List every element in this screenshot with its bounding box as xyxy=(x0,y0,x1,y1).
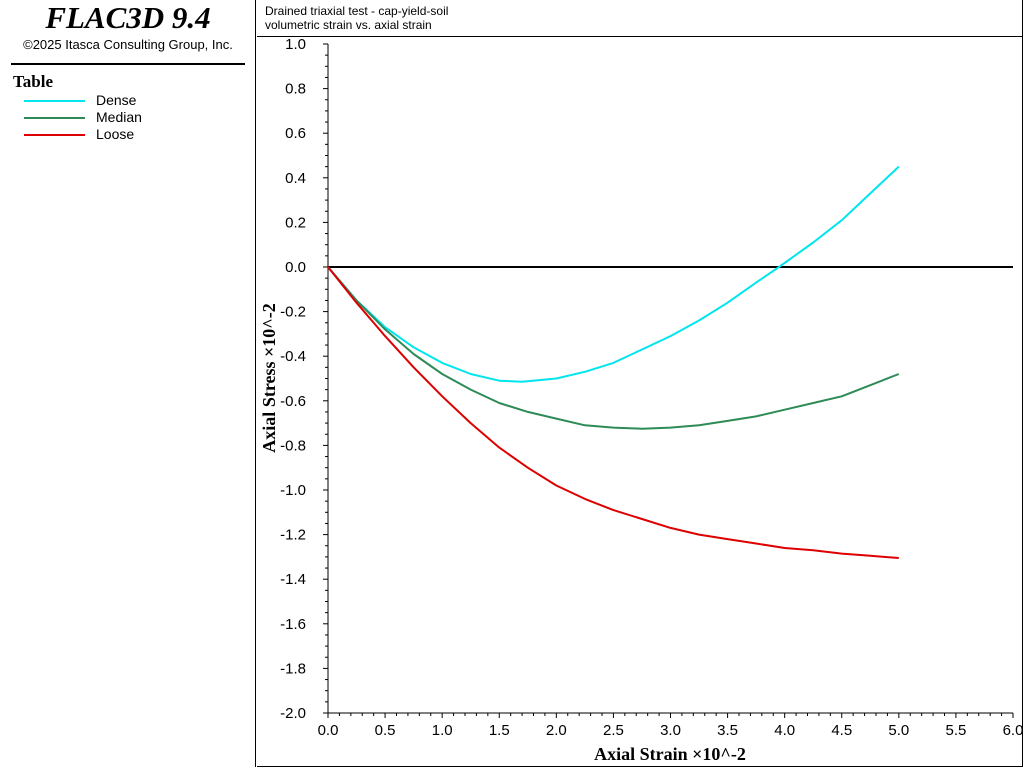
legend-item-median[interactable]: Median xyxy=(24,109,244,126)
legend-label-dense: Dense xyxy=(96,92,137,108)
legend-panel: FLAC3D 9.4 ©2025 Itasca Consulting Group… xyxy=(0,0,256,767)
legend-swatch-dense xyxy=(24,100,85,102)
chart-header-divider xyxy=(257,36,1023,37)
legend-title: Table xyxy=(13,72,54,91)
legend-divider xyxy=(11,63,245,65)
app-title: FLAC3D 9.4 xyxy=(45,0,211,35)
legend-item-loose[interactable]: Loose xyxy=(24,126,244,143)
copyright-text: ©2025 Itasca Consulting Group, Inc. xyxy=(23,37,233,52)
legend-item-dense[interactable]: Dense xyxy=(24,92,244,109)
chart-title-line2: volumetric strain vs. axial strain xyxy=(265,18,432,32)
chart-title-line1: Drained triaxial test - cap-yield-soil xyxy=(265,4,449,18)
legend-label-median: Median xyxy=(96,109,142,125)
chart-area xyxy=(257,0,1023,767)
legend-label-loose: Loose xyxy=(96,126,135,142)
legend-swatch-median xyxy=(24,117,85,119)
legend-swatch-loose xyxy=(24,134,85,136)
